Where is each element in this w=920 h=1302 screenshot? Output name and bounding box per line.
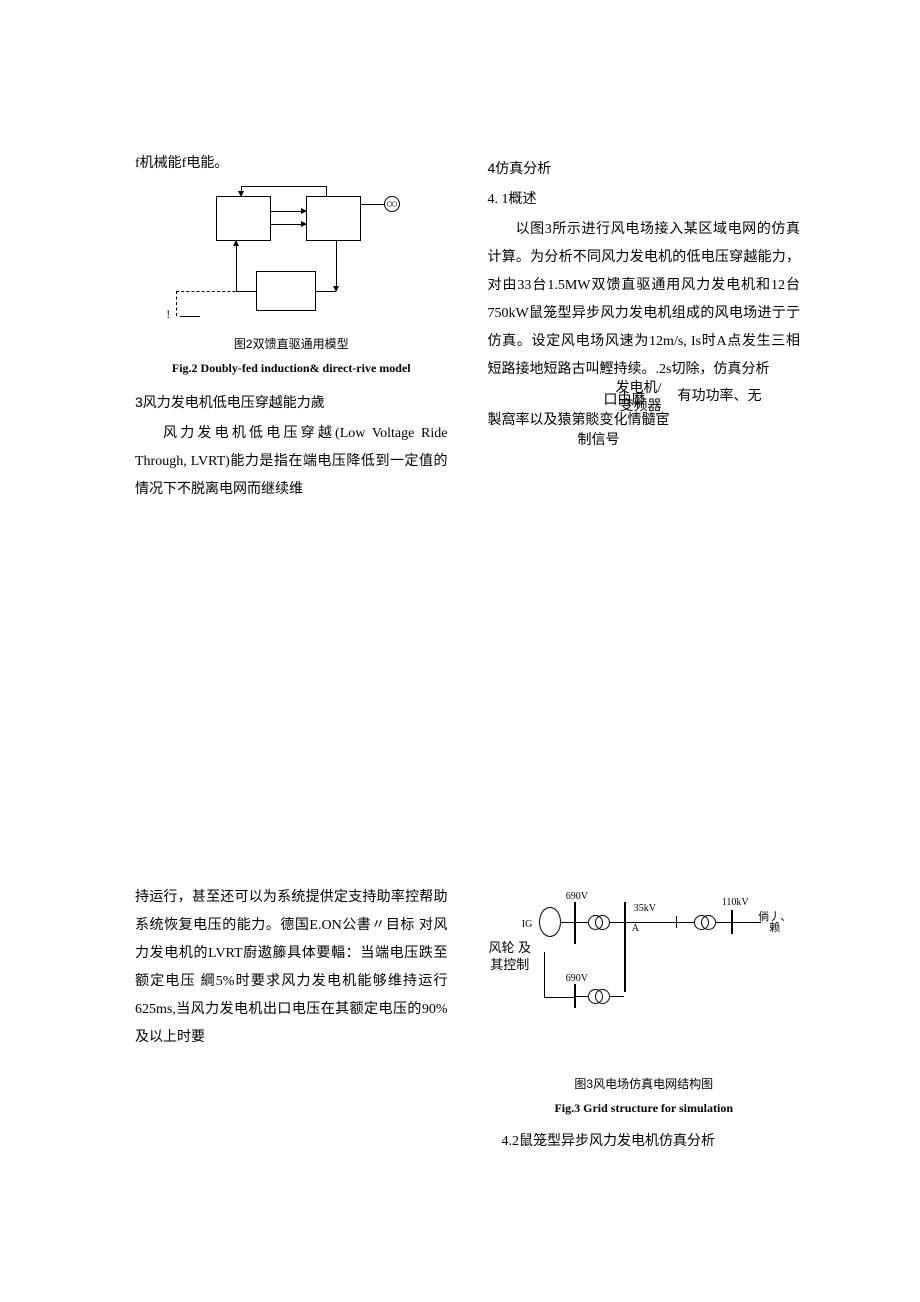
fig3-110k-label: 110kV	[722, 898, 749, 908]
fig2-caption-en: Fig.2 Doubly-fed induction& direct-rive …	[135, 356, 448, 380]
fig3-wire-35-x2	[676, 922, 694, 923]
fig2-dash-label: !	[166, 308, 170, 320]
right-column-upper: 4仿真分析 4. 1概述 以图3所示进行风电场接入某区域电网的仿真计算。为分析不…	[488, 150, 801, 504]
section-4-para: 以图3所示进行风电场接入某区域电网的仿真计算。为分析不同风力发电机的低电压穿越能…	[488, 216, 801, 384]
fig3-side-label: 风轮 及 其控制	[482, 940, 538, 974]
fig3-right-text: 倘丿、赖	[756, 912, 794, 934]
fig3-caption-en: Fig.3 Grid structure for simulation	[488, 1096, 801, 1120]
fig3-690-1-label: 690V	[566, 892, 588, 902]
figure-2-diagram: !	[166, 186, 416, 326]
overlay-l2: 制信号	[578, 432, 620, 450]
fig2-right-down	[336, 241, 337, 291]
overlay-l1: 口由麼	[604, 392, 646, 410]
left-column-lower: 持运行，甚至还可以为系统提供定支持助率控帮助系统恢复电压的能力。德国E.ON公書…	[135, 884, 448, 1158]
left-column-upper: f机械能f电能。	[135, 150, 448, 504]
fig2-out-line	[361, 204, 386, 205]
fig3-wire-x3-35	[610, 996, 624, 997]
lower-columns: 持运行，甚至还可以为系统提供定支持助率控帮助系统恢复电压的能力。德国E.ON公書…	[135, 884, 800, 1158]
fig3-point-a: A	[632, 924, 639, 934]
section-3-heading: 3风力发电机低电压穿越能力歲	[135, 388, 448, 416]
fig2-arrow-1	[271, 211, 306, 212]
upper-columns: f机械能f电能。	[135, 150, 800, 504]
section-4-heading: 4仿真分析	[488, 154, 801, 182]
overlay-bottom-left: 製窩率以及猿第賧变化情髓宦	[488, 412, 670, 430]
fig3-lower-left-v	[544, 952, 545, 997]
fig3-wire-x2-110	[716, 922, 731, 923]
fig3-bus-690-1	[574, 902, 576, 944]
fig3-spacer	[488, 1036, 801, 1066]
fig2-generator-symbol	[384, 196, 400, 212]
figure-3: 风轮 及 其控制 IG 690V 35kV A	[488, 892, 801, 1032]
fig2-left-up	[236, 241, 237, 291]
fig2-fb-v1	[326, 186, 327, 196]
fig3-wire-35-short	[626, 922, 676, 923]
section-4-2-heading: 4.2鼠笼型异步风力发电机仿真分析	[488, 1128, 801, 1156]
overlay-right-tail: 有功功率、无	[678, 388, 762, 406]
fig3-xfmr-2	[694, 915, 716, 929]
fig3-xfmr-1	[588, 915, 610, 929]
fig3-caption-cn: 图3风电场仿真电网结构图	[488, 1072, 801, 1096]
fig3-wire-x1-35	[610, 922, 624, 923]
fig3-wire-bus-x1	[576, 922, 588, 923]
fig3-wire-ig-bus	[561, 922, 574, 923]
fig3-ig-label: IG	[522, 920, 533, 930]
fig2-right-down-h	[316, 291, 336, 292]
fig3-join	[624, 990, 626, 991]
figure-3-diagram: 风轮 及 其控制 IG 690V 35kV A	[494, 892, 794, 1032]
section-4-1-heading: 4. 1概述	[488, 186, 801, 214]
left-line1: f机械能f电能。	[135, 150, 448, 178]
fig3-ig-circle	[539, 907, 561, 937]
fig2-dash-h	[176, 291, 256, 292]
section-3-para: 风力发电机低电压穿越(Low Voltage Ride Through, LVR…	[135, 420, 448, 504]
right-column-lower: 风轮 及 其控制 IG 690V 35kV A	[488, 884, 801, 1158]
fig3-690-2-label: 690V	[566, 974, 588, 984]
fig3-lower-left-h	[544, 997, 574, 998]
fig2-fb-h	[241, 186, 327, 187]
fig2-box-top-left	[216, 196, 271, 241]
fig2-dash-v	[176, 291, 177, 316]
fig2-caption-cn: 图2双馈直驱通用模型	[135, 332, 448, 356]
overlay-diagram-labels: 发电机/ 变频器 口由麼 有功功率、无 製窩率以及猿第賧变化情髓宦 制信号	[488, 380, 801, 470]
fig2-arrow-2	[271, 224, 306, 225]
fig2-box-bottom	[256, 271, 316, 311]
fig3-xfmr-3	[588, 989, 610, 1003]
page-gap	[135, 504, 800, 884]
figure-2: ! 图2双馈直驱通用模型 Fig.2 Doubly-fed induction&…	[135, 186, 448, 380]
fig2-dash-tick	[180, 316, 200, 317]
fig2-fb-v2	[241, 186, 242, 196]
fig2-box-top-right	[306, 196, 361, 241]
left-lower-para: 持运行，甚至还可以为系统提供定支持助率控帮助系统恢复电压的能力。德国E.ON公書…	[135, 884, 448, 1052]
fig3-bus-35k	[624, 902, 626, 992]
fig3-35k-label: 35kV	[634, 904, 656, 914]
fig3-wire-low-x3	[576, 996, 588, 997]
